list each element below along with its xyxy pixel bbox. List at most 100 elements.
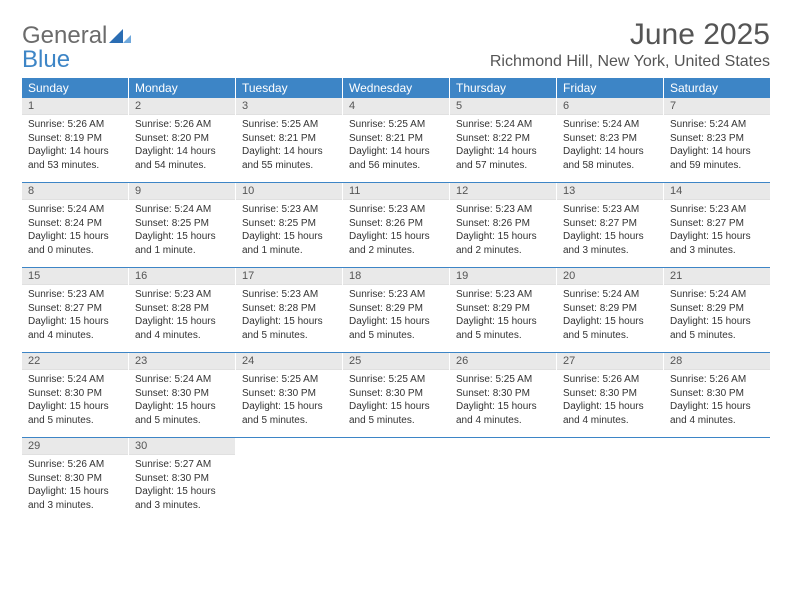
sunrise-text: Sunrise: 5:26 AM <box>28 118 122 132</box>
sunrise-text: Sunrise: 5:26 AM <box>28 458 122 472</box>
day-body: Sunrise: 5:26 AMSunset: 8:30 PMDaylight:… <box>22 455 128 518</box>
daylight-text: Daylight: 15 hours and 0 minutes. <box>28 230 122 257</box>
week-row: 15Sunrise: 5:23 AMSunset: 8:27 PMDayligh… <box>22 268 770 353</box>
logo: General Blue <box>22 18 131 72</box>
daylight-text: Daylight: 15 hours and 1 minute. <box>135 230 229 257</box>
day-number: 7 <box>664 98 770 115</box>
sunrise-text: Sunrise: 5:23 AM <box>563 203 657 217</box>
daylight-text: Daylight: 14 hours and 57 minutes. <box>456 145 550 172</box>
sunset-text: Sunset: 8:30 PM <box>456 387 550 401</box>
daylight-text: Daylight: 15 hours and 5 minutes. <box>242 400 336 427</box>
daylight-text: Daylight: 15 hours and 3 minutes. <box>135 485 229 512</box>
day-body: Sunrise: 5:23 AMSunset: 8:26 PMDaylight:… <box>450 200 556 263</box>
sunset-text: Sunset: 8:29 PM <box>670 302 764 316</box>
day-body: Sunrise: 5:23 AMSunset: 8:25 PMDaylight:… <box>236 200 342 263</box>
day-number: 24 <box>236 353 342 370</box>
day-body: Sunrise: 5:23 AMSunset: 8:28 PMDaylight:… <box>236 285 342 348</box>
sunrise-text: Sunrise: 5:24 AM <box>28 203 122 217</box>
sunset-text: Sunset: 8:28 PM <box>135 302 229 316</box>
day-body: Sunrise: 5:23 AMSunset: 8:29 PMDaylight:… <box>450 285 556 348</box>
sunset-text: Sunset: 8:30 PM <box>28 387 122 401</box>
sunrise-text: Sunrise: 5:24 AM <box>670 288 764 302</box>
day-cell <box>557 438 664 522</box>
sunrise-text: Sunrise: 5:23 AM <box>242 288 336 302</box>
sunset-text: Sunset: 8:29 PM <box>349 302 443 316</box>
day-body: Sunrise: 5:24 AMSunset: 8:24 PMDaylight:… <box>22 200 128 263</box>
day-number: 19 <box>450 268 556 285</box>
day-body: Sunrise: 5:26 AMSunset: 8:19 PMDaylight:… <box>22 115 128 178</box>
daylight-text: Daylight: 15 hours and 5 minutes. <box>135 400 229 427</box>
daylight-text: Daylight: 15 hours and 5 minutes. <box>563 315 657 342</box>
day-header-friday: Friday <box>557 78 664 98</box>
sunrise-text: Sunrise: 5:24 AM <box>135 203 229 217</box>
day-body: Sunrise: 5:26 AMSunset: 8:30 PMDaylight:… <box>557 370 663 433</box>
day-number: 4 <box>343 98 449 115</box>
day-cell: 6Sunrise: 5:24 AMSunset: 8:23 PMDaylight… <box>557 98 664 182</box>
day-cell: 5Sunrise: 5:24 AMSunset: 8:22 PMDaylight… <box>450 98 557 182</box>
daylight-text: Daylight: 15 hours and 5 minutes. <box>670 315 764 342</box>
daylight-text: Daylight: 15 hours and 2 minutes. <box>349 230 443 257</box>
day-body: Sunrise: 5:24 AMSunset: 8:30 PMDaylight:… <box>22 370 128 433</box>
daylight-text: Daylight: 14 hours and 53 minutes. <box>28 145 122 172</box>
day-cell: 19Sunrise: 5:23 AMSunset: 8:29 PMDayligh… <box>450 268 557 352</box>
sunset-text: Sunset: 8:30 PM <box>670 387 764 401</box>
sunset-text: Sunset: 8:26 PM <box>349 217 443 231</box>
sunrise-text: Sunrise: 5:25 AM <box>456 373 550 387</box>
day-number: 21 <box>664 268 770 285</box>
day-cell: 11Sunrise: 5:23 AMSunset: 8:26 PMDayligh… <box>343 183 450 267</box>
sunrise-text: Sunrise: 5:23 AM <box>242 203 336 217</box>
day-number: 26 <box>450 353 556 370</box>
sunset-text: Sunset: 8:25 PM <box>242 217 336 231</box>
sunrise-text: Sunrise: 5:25 AM <box>349 118 443 132</box>
day-number: 29 <box>22 438 128 455</box>
calendar-page: General Blue June 2025 Richmond Hill, Ne… <box>0 0 792 540</box>
day-number: 12 <box>450 183 556 200</box>
day-header-thursday: Thursday <box>450 78 557 98</box>
day-number: 10 <box>236 183 342 200</box>
sunset-text: Sunset: 8:30 PM <box>563 387 657 401</box>
day-cell: 24Sunrise: 5:25 AMSunset: 8:30 PMDayligh… <box>236 353 343 437</box>
sunrise-text: Sunrise: 5:26 AM <box>670 373 764 387</box>
day-cell: 28Sunrise: 5:26 AMSunset: 8:30 PMDayligh… <box>664 353 770 437</box>
day-body: Sunrise: 5:25 AMSunset: 8:21 PMDaylight:… <box>343 115 449 178</box>
day-body: Sunrise: 5:27 AMSunset: 8:30 PMDaylight:… <box>129 455 235 518</box>
day-header-tuesday: Tuesday <box>236 78 343 98</box>
day-body: Sunrise: 5:23 AMSunset: 8:27 PMDaylight:… <box>557 200 663 263</box>
day-header-monday: Monday <box>129 78 236 98</box>
title-block: June 2025 Richmond Hill, New York, Unite… <box>490 18 770 71</box>
week-row: 8Sunrise: 5:24 AMSunset: 8:24 PMDaylight… <box>22 183 770 268</box>
sunrise-text: Sunrise: 5:23 AM <box>349 288 443 302</box>
day-cell: 9Sunrise: 5:24 AMSunset: 8:25 PMDaylight… <box>129 183 236 267</box>
sunrise-text: Sunrise: 5:25 AM <box>242 373 336 387</box>
sunset-text: Sunset: 8:26 PM <box>456 217 550 231</box>
header: General Blue June 2025 Richmond Hill, Ne… <box>22 18 770 72</box>
day-number: 8 <box>22 183 128 200</box>
day-number: 2 <box>129 98 235 115</box>
day-cell <box>450 438 557 522</box>
day-body: Sunrise: 5:24 AMSunset: 8:29 PMDaylight:… <box>664 285 770 348</box>
day-number: 17 <box>236 268 342 285</box>
day-body: Sunrise: 5:23 AMSunset: 8:29 PMDaylight:… <box>343 285 449 348</box>
day-number: 9 <box>129 183 235 200</box>
day-cell: 15Sunrise: 5:23 AMSunset: 8:27 PMDayligh… <box>22 268 129 352</box>
sunset-text: Sunset: 8:23 PM <box>563 132 657 146</box>
daylight-text: Daylight: 14 hours and 58 minutes. <box>563 145 657 172</box>
day-body: Sunrise: 5:23 AMSunset: 8:28 PMDaylight:… <box>129 285 235 348</box>
day-body: Sunrise: 5:26 AMSunset: 8:20 PMDaylight:… <box>129 115 235 178</box>
daylight-text: Daylight: 15 hours and 5 minutes. <box>28 400 122 427</box>
sunset-text: Sunset: 8:27 PM <box>670 217 764 231</box>
day-body: Sunrise: 5:25 AMSunset: 8:30 PMDaylight:… <box>236 370 342 433</box>
day-cell <box>343 438 450 522</box>
calendar: Sunday Monday Tuesday Wednesday Thursday… <box>22 78 770 522</box>
day-body: Sunrise: 5:25 AMSunset: 8:30 PMDaylight:… <box>343 370 449 433</box>
day-body: Sunrise: 5:23 AMSunset: 8:26 PMDaylight:… <box>343 200 449 263</box>
day-cell: 26Sunrise: 5:25 AMSunset: 8:30 PMDayligh… <box>450 353 557 437</box>
sunset-text: Sunset: 8:21 PM <box>242 132 336 146</box>
sunset-text: Sunset: 8:30 PM <box>242 387 336 401</box>
sunrise-text: Sunrise: 5:23 AM <box>670 203 764 217</box>
day-cell: 29Sunrise: 5:26 AMSunset: 8:30 PMDayligh… <box>22 438 129 522</box>
sunset-text: Sunset: 8:30 PM <box>135 387 229 401</box>
sunrise-text: Sunrise: 5:24 AM <box>563 118 657 132</box>
day-cell: 7Sunrise: 5:24 AMSunset: 8:23 PMDaylight… <box>664 98 770 182</box>
day-number: 15 <box>22 268 128 285</box>
